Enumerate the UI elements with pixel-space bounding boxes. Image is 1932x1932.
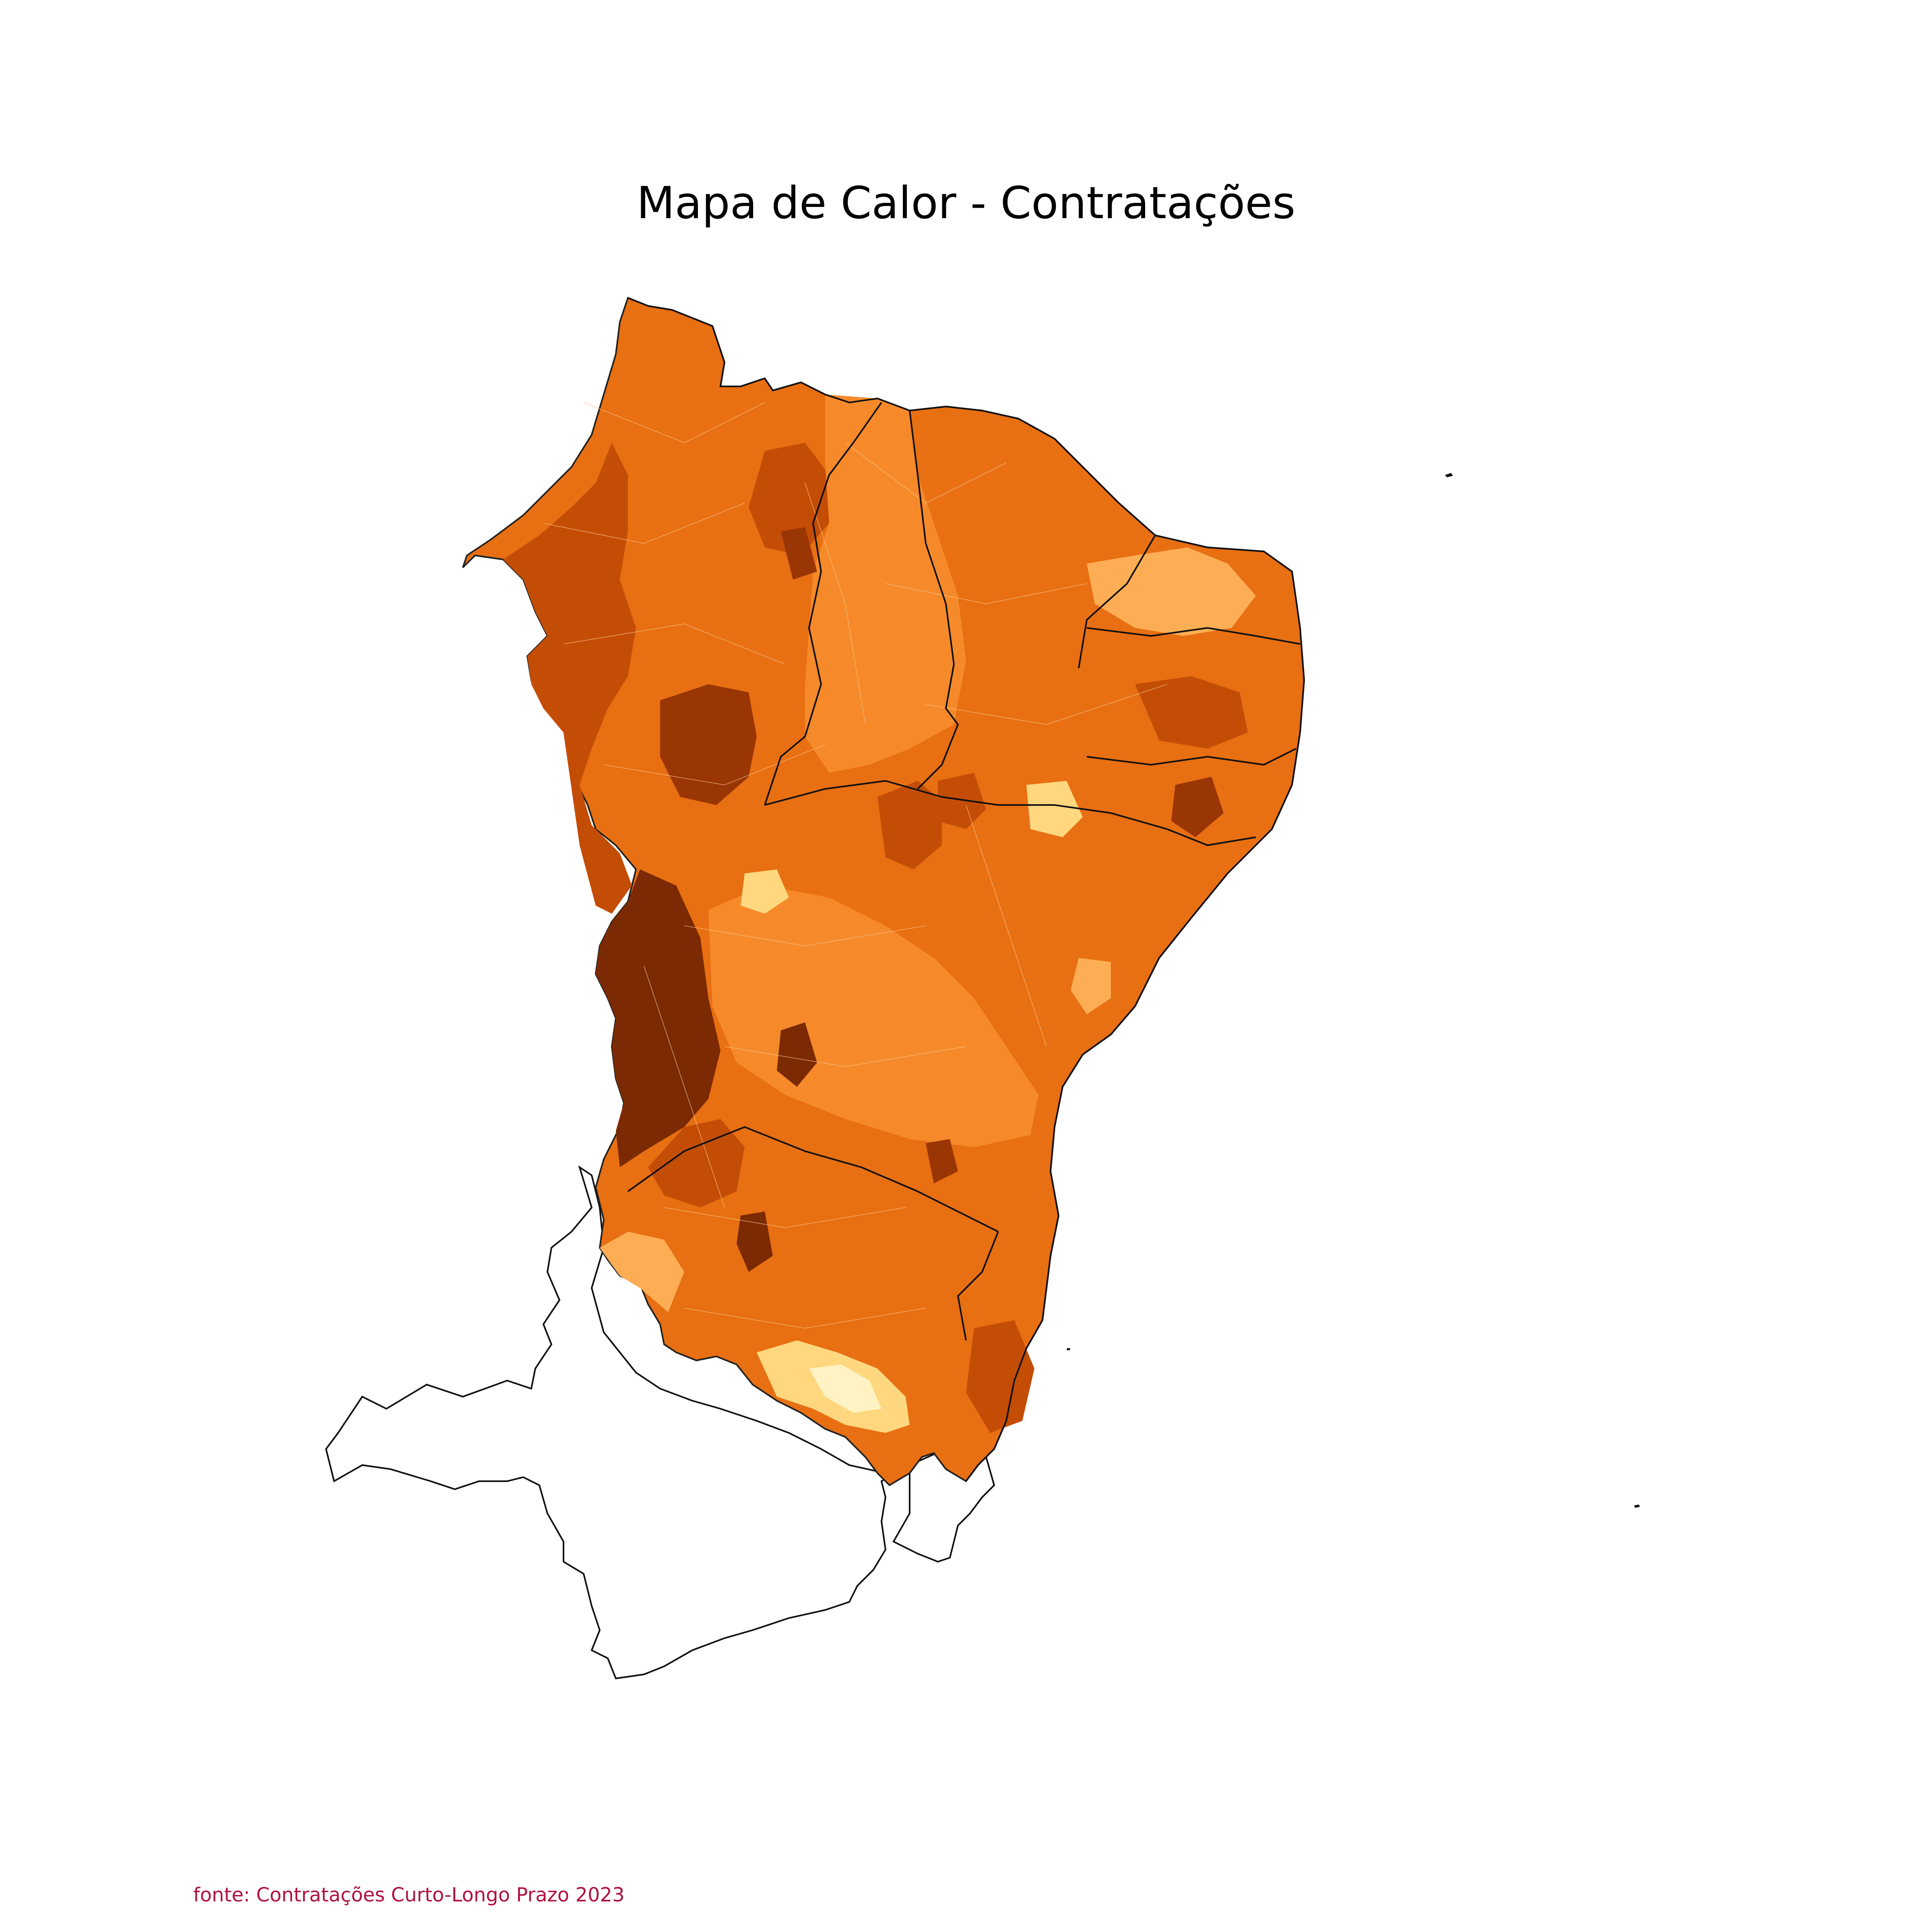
state-boundary-ce-rn bbox=[1078, 535, 1156, 669]
region-se-dark bbox=[966, 1320, 1034, 1433]
state-boundary-pe-ba bbox=[764, 780, 1111, 814]
region-ba-dark-spot-2 bbox=[737, 1212, 773, 1272]
region-south-mid bbox=[600, 1232, 684, 1312]
region-east-dark bbox=[938, 773, 986, 829]
state-boundaries bbox=[627, 297, 1305, 1482]
state-boundary-pe-al bbox=[1110, 812, 1256, 846]
region-ba-dark-spot-1 bbox=[777, 1022, 817, 1087]
unfilled-state-outline bbox=[325, 1165, 995, 1680]
region-coast-dark bbox=[1171, 777, 1224, 837]
region-south-palest bbox=[809, 1364, 881, 1413]
map-title: Mapa de Calor - Contratações bbox=[636, 177, 1296, 229]
region-rn-mid bbox=[1087, 547, 1256, 636]
state-boundary-se bbox=[957, 1231, 999, 1341]
state-boundary-ma-pi bbox=[764, 402, 882, 805]
mapped-area-outline bbox=[627, 297, 1305, 1482]
state-boundary-pb-pe bbox=[1086, 748, 1296, 766]
region-west-darkest bbox=[596, 869, 720, 1167]
region-pernambuco-light bbox=[1026, 781, 1083, 837]
municipality-boundaries bbox=[543, 402, 1168, 1329]
region-southwest-dark bbox=[648, 1119, 745, 1208]
region-east-coast-light bbox=[1071, 958, 1111, 1014]
region-pb-dark bbox=[1135, 676, 1248, 749]
island-1 bbox=[1445, 473, 1453, 477]
region-bahia-light bbox=[741, 869, 789, 914]
region-pi-dark-spot bbox=[781, 527, 817, 580]
region-west-dark bbox=[503, 443, 636, 914]
source-note: fonte: Contratações Curto-Longo Prazo 20… bbox=[193, 1884, 625, 1906]
region-north-dark bbox=[749, 443, 829, 555]
state-boundary-rn-pb bbox=[1086, 627, 1300, 645]
region-central-dark-2 bbox=[877, 781, 942, 869]
state-boundary-ba-mg bbox=[627, 1126, 999, 1232]
island-3 bbox=[1067, 1348, 1070, 1350]
region-central-dark-1 bbox=[660, 684, 757, 805]
state-boundary-pi-ce bbox=[909, 410, 959, 790]
region-ba-dark-spot-3 bbox=[926, 1139, 958, 1183]
island-2 bbox=[1634, 1505, 1640, 1508]
choropleth-regions bbox=[462, 297, 1305, 1486]
